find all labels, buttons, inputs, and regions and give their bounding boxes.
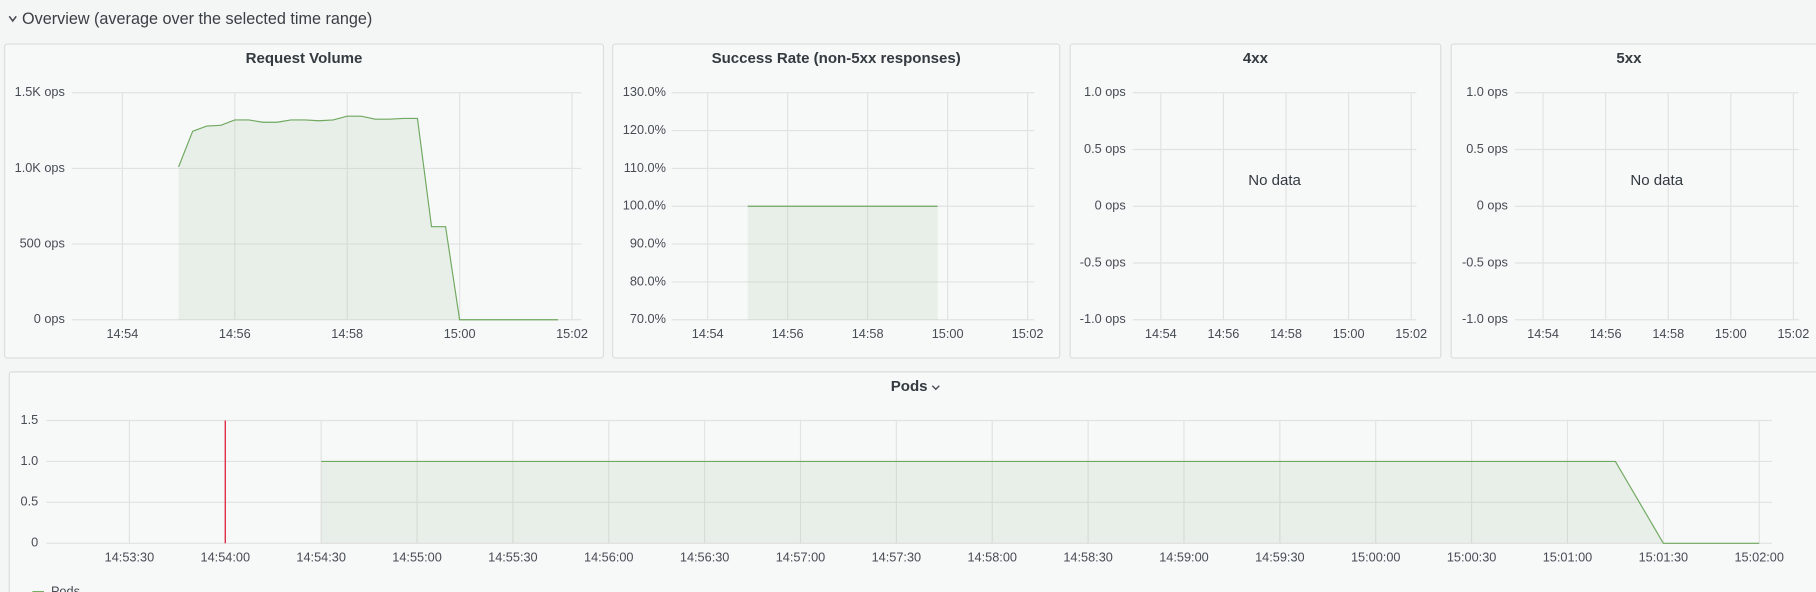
x-tick-label: 14:54	[106, 326, 138, 341]
y-tick-label: 1.5	[21, 412, 39, 427]
x-tick-label: 14:54	[1527, 326, 1559, 341]
y-tick-label: 500 ops	[20, 235, 65, 250]
panel-title[interactable]: 4xx	[1243, 50, 1269, 67]
panel-title[interactable]: Request Volume	[246, 50, 363, 67]
collapse-chevron[interactable]	[8, 15, 17, 23]
x-tick-label: 14:58:30	[1063, 550, 1113, 565]
x-tick-label: 14:56	[772, 326, 804, 341]
y-tick-label: -1.0 ops	[1080, 311, 1126, 326]
y-tick-label: 0.5 ops	[1084, 141, 1126, 156]
x-tick-label: 14:58:00	[967, 550, 1017, 565]
y-tick-label: -0.5 ops	[1080, 254, 1126, 269]
x-tick-label: 14:55:30	[488, 550, 538, 565]
x-tick-label: 15:00	[1715, 326, 1747, 341]
x-tick-label: 14:58	[1652, 326, 1684, 341]
x-tick-label: 14:56	[219, 326, 251, 341]
x-tick-label: 14:56	[1590, 326, 1622, 341]
x-tick-label: 15:01:30	[1639, 550, 1689, 565]
x-tick-label: 14:58	[852, 326, 884, 341]
x-tick-label: 14:58	[331, 326, 363, 341]
x-tick-label: 14:57:00	[776, 550, 826, 565]
x-tick-label: 15:00:30	[1447, 550, 1497, 565]
series-line	[321, 460, 1760, 544]
panel-title[interactable]: Pods	[891, 378, 928, 395]
legend-label: Pods	[51, 583, 80, 592]
y-tick-label: 1.0 ops	[1084, 84, 1126, 99]
x-tick-label: 14:59:00	[1159, 550, 1209, 565]
y-tick-label: 0.5 ops	[1466, 141, 1508, 156]
x-tick-label: 14:54:30	[296, 550, 346, 565]
y-tick-label: 1.0K ops	[15, 160, 65, 175]
x-tick-label: 14:53:30	[105, 550, 155, 565]
x-tick-label: 14:54:00	[201, 550, 251, 565]
x-tick-label: 14:56:00	[584, 550, 634, 565]
x-tick-label: 15:00	[444, 326, 476, 341]
area-fill	[321, 461, 1760, 544]
panel	[1450, 43, 1816, 359]
x-tick-label: 14:54	[692, 326, 724, 341]
y-tick-label: 100.0%	[623, 198, 666, 213]
y-tick-label: 80.0%	[630, 273, 666, 288]
x-tick-label: 15:00:00	[1351, 550, 1401, 565]
panel-menu-chevron[interactable]	[931, 385, 940, 391]
x-tick-label: 15:02	[556, 326, 588, 341]
x-tick-label: 14:56	[1208, 326, 1240, 341]
x-tick-label: 15:02	[1012, 326, 1044, 341]
area-fill	[178, 116, 558, 320]
x-tick-label: 15:00	[932, 326, 964, 341]
x-tick-label: 15:02	[1777, 326, 1809, 341]
panel-title[interactable]: Success Rate (non-5xx responses)	[712, 50, 961, 67]
panel-title[interactable]: 5xx	[1616, 50, 1642, 67]
x-tick-label: 14:58	[1270, 326, 1302, 341]
x-tick-label: 14:54	[1145, 326, 1177, 341]
y-tick-label: -0.5 ops	[1462, 254, 1508, 269]
no-data-message: No data	[1248, 172, 1301, 189]
x-tick-label: 14:59:30	[1255, 550, 1305, 565]
y-tick-label: 130.0%	[623, 84, 666, 99]
x-tick-label: 15:02	[1395, 326, 1427, 341]
y-tick-label: 110.0%	[624, 160, 666, 175]
x-tick-label: 14:57:30	[872, 550, 922, 565]
x-tick-label: 14:55:00	[392, 550, 442, 565]
y-tick-label: 1.5K ops	[15, 84, 65, 99]
x-tick-label: 14:56:30	[680, 550, 730, 565]
section-title[interactable]: Overview (average over the selected time…	[22, 10, 372, 28]
x-tick-label: 15:01:00	[1543, 550, 1593, 565]
y-tick-label: -1.0 ops	[1462, 311, 1508, 326]
y-tick-label: 1.0 ops	[1466, 84, 1508, 99]
x-tick-label: 15:00	[1333, 326, 1365, 341]
series-line	[178, 115, 558, 321]
no-data-message: No data	[1630, 172, 1683, 189]
y-tick-label: 0 ops	[1477, 198, 1508, 213]
y-tick-label: 0 ops	[1095, 198, 1126, 213]
y-tick-label: 0.5	[21, 494, 39, 509]
y-tick-label: 70.0%	[630, 311, 666, 326]
y-tick-label: 120.0%	[623, 122, 666, 137]
y-tick-label: 90.0%	[630, 235, 666, 250]
y-tick-label: 0 ops	[34, 311, 65, 326]
area-fill	[747, 206, 938, 320]
y-tick-label: 1.0	[21, 453, 39, 468]
y-tick-label: 0	[31, 535, 38, 550]
panel	[8, 371, 1816, 592]
x-tick-label: 15:02:00	[1734, 550, 1784, 565]
